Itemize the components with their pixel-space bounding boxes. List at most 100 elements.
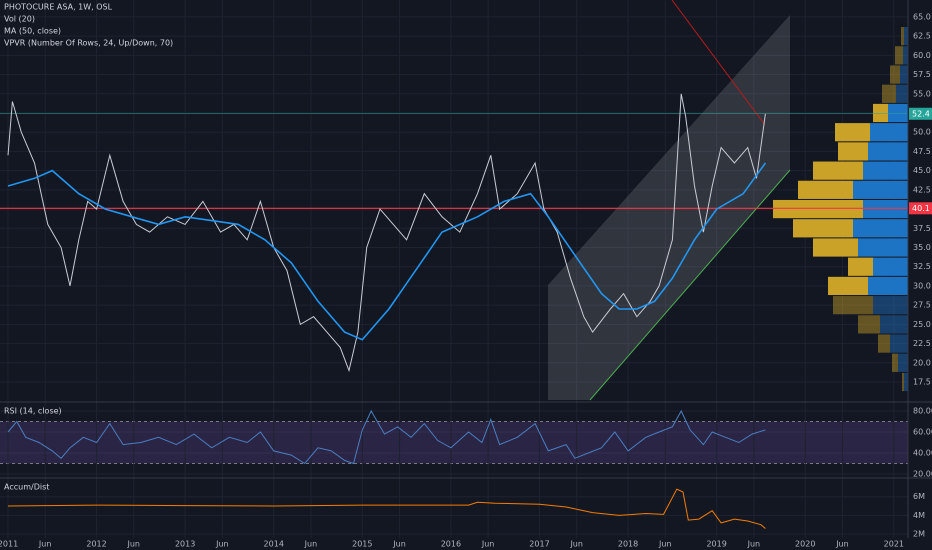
price-label: 52.4 (912, 109, 930, 118)
vpvr-down (813, 238, 858, 257)
x-tick-label: Jun (38, 540, 52, 549)
y-tick-label: 32.5 (913, 262, 931, 271)
x-tick-label: 2020 (795, 540, 815, 549)
x-tick-label: 2014 (264, 540, 284, 549)
vpvr-up (868, 142, 908, 161)
vpvr-up (863, 199, 908, 219)
x-tick-label: 2015 (352, 540, 372, 549)
vpvr-up (903, 46, 908, 65)
y-tick-label: 40.00 (913, 449, 932, 458)
vpvr-up (900, 65, 908, 84)
y-tick-label: 6M (913, 492, 925, 501)
channel (548, 15, 790, 400)
vpvr-up (853, 219, 908, 238)
vpvr-down (858, 315, 880, 334)
vpvr-down (848, 257, 873, 276)
price-label-box (909, 202, 932, 215)
y-tick-label: 27.5 (913, 301, 931, 310)
x-tick-label: Jun (392, 540, 406, 549)
vpvr-down (901, 27, 904, 46)
y-tick-label: 80.00 (913, 407, 932, 416)
pane-title: Accum/Dist (4, 483, 49, 492)
pane-title: RSI (14, close) (4, 407, 62, 416)
y-tick-label: 22.5 (913, 339, 931, 348)
y-tick-label: 45.0 (913, 166, 931, 175)
vpvr-up (858, 238, 908, 257)
x-tick-label: Jun (127, 540, 141, 549)
y-tick-label: 55.0 (913, 89, 931, 98)
y-tick-label: 60.00 (913, 428, 932, 437)
vpvr-up (896, 84, 908, 103)
y-tick-label: 35.0 (913, 243, 931, 252)
trend-line (671, 0, 766, 126)
x-tick-label: 2012 (86, 540, 106, 549)
x-tick-label: 2011 (0, 540, 18, 549)
vpvr-up (863, 161, 908, 180)
y-tick-label: 50.0 (913, 128, 931, 137)
x-tick-label: 2013 (175, 540, 195, 549)
vpvr-up (904, 27, 908, 46)
x-tick-label: 2018 (618, 540, 638, 549)
vpvr-down (798, 180, 853, 199)
y-tick-label: 20.00 (913, 470, 932, 479)
vpvr-up (898, 353, 908, 372)
vpvr-down (890, 65, 900, 84)
x-tick-label: 2016 (441, 540, 461, 549)
vpvr-down (873, 103, 888, 123)
x-tick-label: Jun (835, 540, 849, 549)
vpvr-up (880, 315, 908, 334)
series-line (7, 162, 767, 341)
vpvr-up (853, 180, 908, 199)
y-tick-label: 25.0 (913, 320, 931, 329)
series-line (7, 488, 766, 529)
vpvr-down (833, 296, 873, 315)
vpvr-down (878, 334, 890, 353)
vpvr-up (888, 103, 908, 123)
legend: Vol (20) (4, 15, 35, 24)
x-tick-label: Jun (215, 540, 229, 549)
chart-title: PHOTOCURE ASA, 1W, OSL (4, 3, 113, 12)
y-tick-label: 60.0 (913, 51, 931, 60)
series-line (7, 93, 766, 373)
y-tick-label: 62.5 (913, 32, 931, 41)
y-tick-label: 4M (913, 511, 925, 520)
x-tick-label: 2021 (884, 540, 904, 549)
x-tick-label: Jun (658, 540, 672, 549)
series-line (7, 409, 766, 465)
price-label-box (909, 107, 932, 120)
y-tick-label: 65.0 (913, 12, 931, 21)
grid (0, 0, 908, 538)
rsi-band (0, 421, 908, 464)
y-tick-label: 20.0 (913, 358, 931, 367)
vpvr-up (868, 276, 908, 296)
vpvr-up (870, 123, 908, 142)
vpvr-down (828, 276, 868, 296)
vpvr-down (902, 372, 904, 392)
price-label: 40.1 (912, 204, 930, 213)
vpvr-up (890, 334, 908, 353)
vpvr-down (882, 84, 896, 103)
vpvr-down (773, 199, 863, 219)
legend: MA (50, close) (4, 27, 61, 36)
vpvr-up (904, 372, 908, 392)
vpvr-down (838, 142, 868, 161)
y-tick-label: 30.0 (913, 281, 931, 290)
vpvr-up (873, 296, 908, 315)
y-tick-label: 42.5 (913, 185, 931, 194)
vpvr-down (793, 219, 853, 238)
vpvr-down (895, 46, 903, 65)
y-tick-label: 37.5 (913, 224, 931, 233)
legend: VPVR (Number Of Rows, 24, Up/Down, 70) (4, 39, 173, 48)
x-tick-label: Jun (569, 540, 583, 549)
x-tick-label: 2019 (706, 540, 726, 549)
vpvr-down (835, 123, 870, 142)
y-tick-label: 2M (913, 530, 925, 539)
x-tick-label: Jun (481, 540, 495, 549)
x-tick-label: 2017 (529, 540, 549, 549)
vpvr-down (892, 353, 898, 372)
y-tick-label: 47.5 (913, 147, 931, 156)
vpvr-up (873, 257, 908, 276)
x-tick-label: Jun (747, 540, 761, 549)
